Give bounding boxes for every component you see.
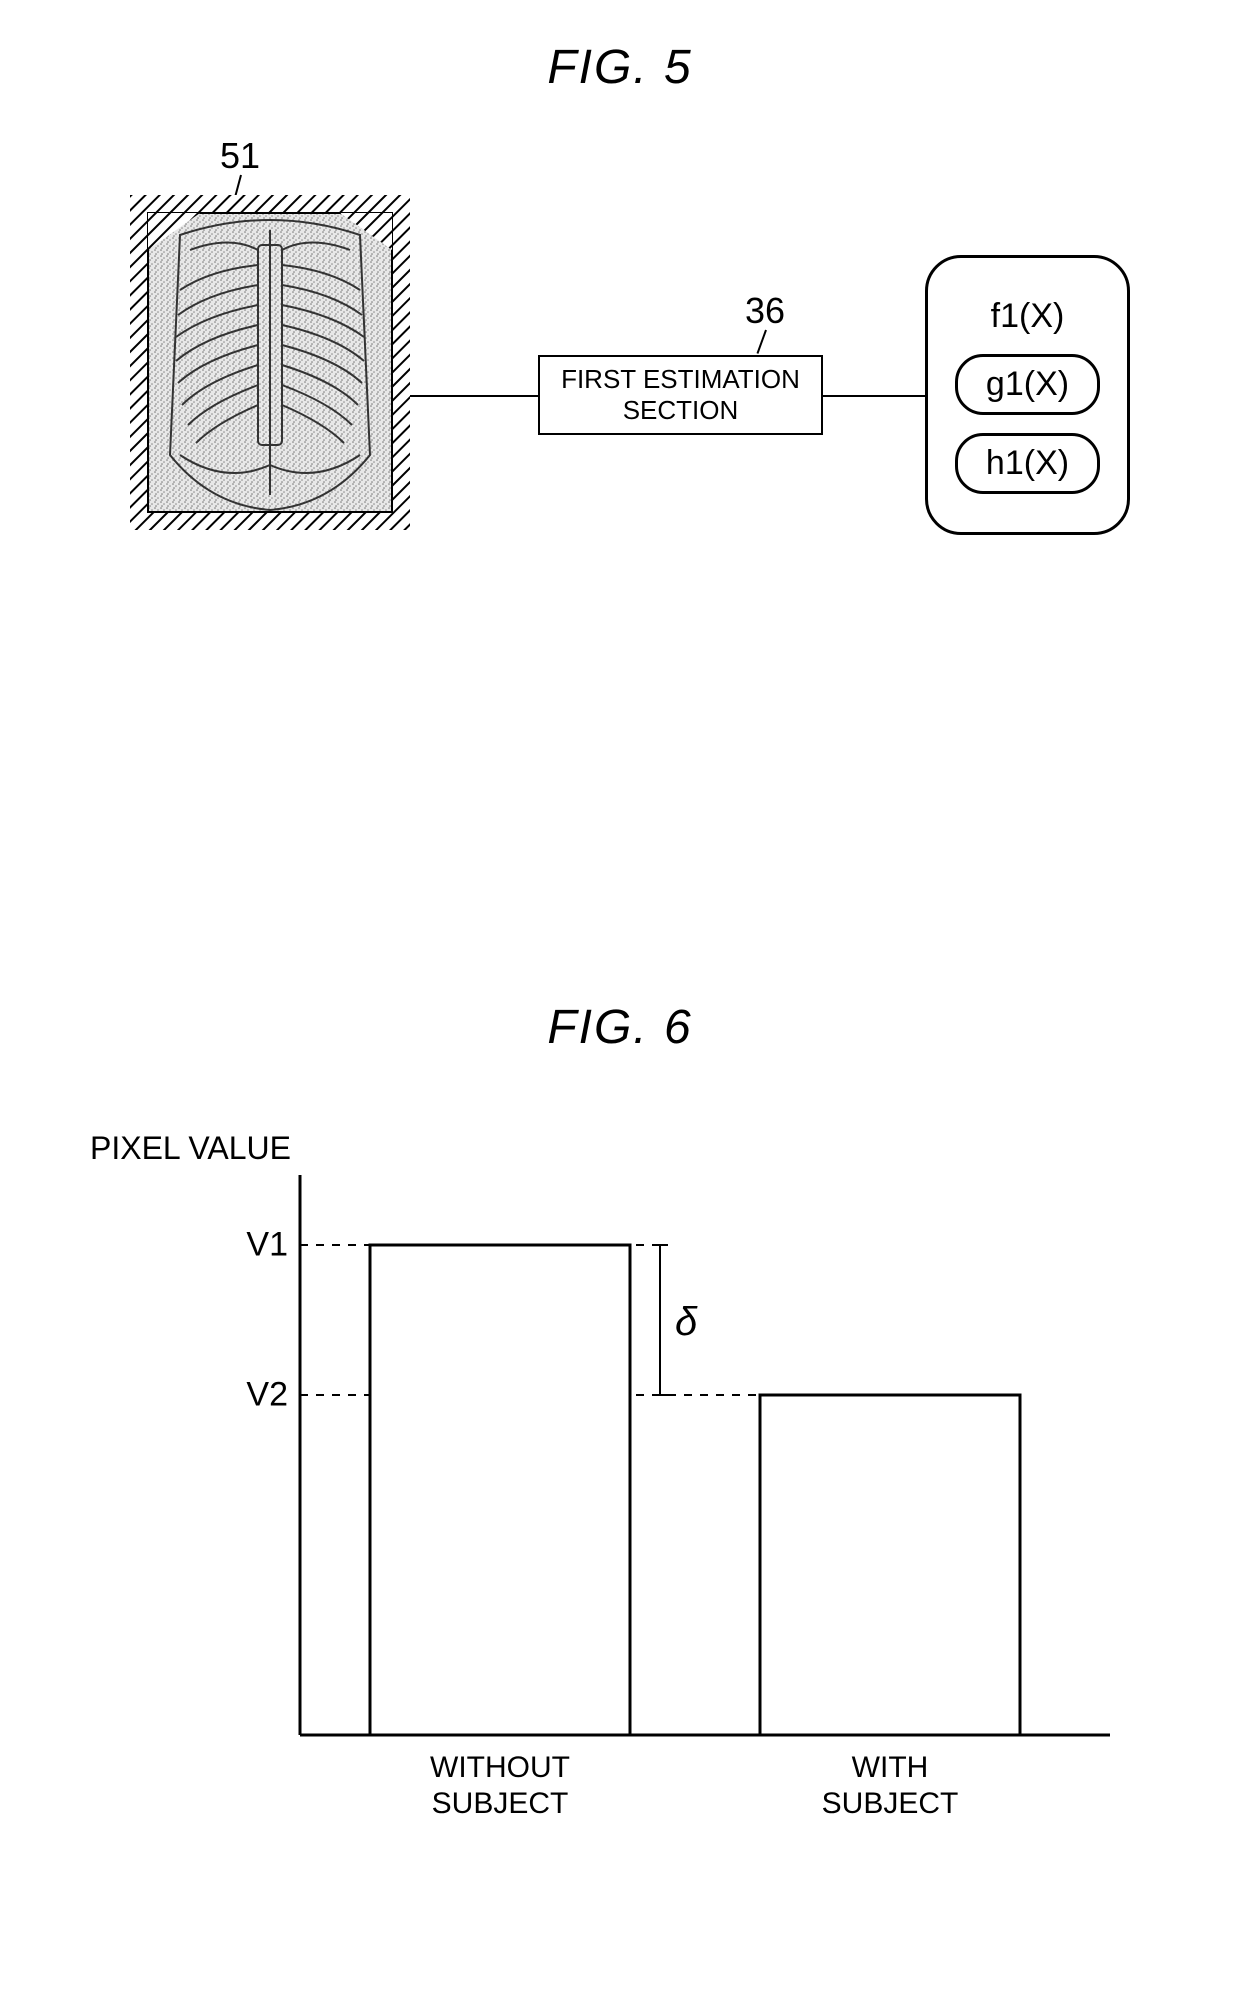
xray-image <box>130 195 410 530</box>
figure-5: FIG. 5 51 <box>0 40 1240 635</box>
estimation-leader-line <box>757 330 767 354</box>
function-f1: f1(X) <box>991 297 1065 336</box>
connector-line-2 <box>823 395 925 397</box>
connector-line-1 <box>410 395 538 397</box>
x-label-with-subject: WITH SUBJECT <box>790 1750 990 1822</box>
x-label-without-subject: WITHOUT SUBJECT <box>400 1750 600 1822</box>
y-tick-v1: V1 <box>246 1226 288 1265</box>
figure-5-content: 51 <box>70 135 1170 635</box>
delta-symbol: δ <box>675 1300 697 1345</box>
functions-box: f1(X) g1(X) h1(X) <box>925 255 1130 535</box>
estimation-number-label: 36 <box>745 290 785 332</box>
figure-6: FIG. 6 PIXEL VALUE V1 V2 δ WITHOUT SUBJE… <box>0 1000 1240 1875</box>
function-g1: g1(X) <box>955 354 1100 415</box>
figure-6-title: FIG. 6 <box>0 1000 1240 1055</box>
figure-5-title: FIG. 5 <box>0 40 1240 95</box>
first-estimation-section-box: FIRST ESTIMATION SECTION <box>538 355 823 435</box>
y-tick-v2: V2 <box>246 1376 288 1415</box>
xray-leader-line <box>234 175 242 197</box>
function-h1: h1(X) <box>955 433 1100 494</box>
xray-number-label: 51 <box>220 135 260 177</box>
pixel-value-chart: PIXEL VALUE V1 V2 δ WITHOUT SUBJECT WITH… <box>90 1115 1150 1875</box>
first-estimation-section-text: FIRST ESTIMATION SECTION <box>561 364 800 426</box>
